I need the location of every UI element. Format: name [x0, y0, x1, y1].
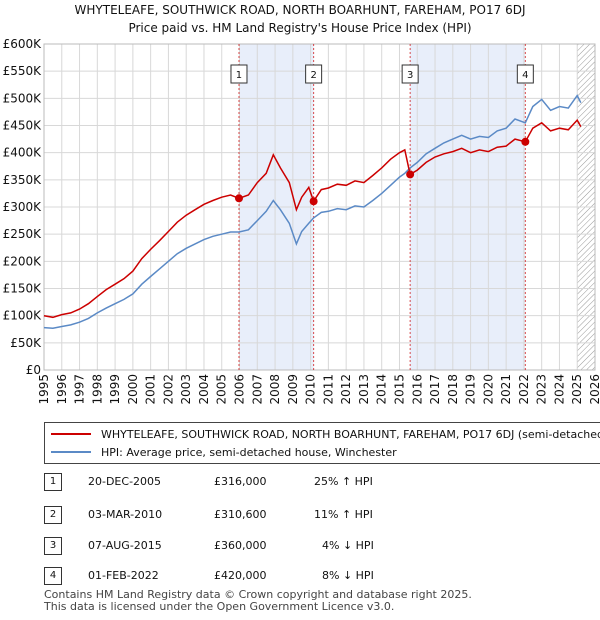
x-tick-label: 1999	[108, 374, 122, 405]
sale-marker-box	[516, 64, 534, 84]
sale-marker-box	[401, 64, 419, 84]
x-tick-label: 2017	[428, 374, 442, 405]
x-tick-label: 2018	[446, 374, 460, 405]
footer-copyright: Contains HM Land Registry data © Crown c…	[44, 588, 472, 601]
sale-point	[309, 197, 318, 206]
y-tick-label: £250K	[3, 227, 43, 241]
footer: Contains HM Land Registry data © Crown c…	[44, 589, 472, 613]
x-tick-label: 2011	[321, 374, 335, 405]
sale-hpi-diff: 4% ↓ HPI	[322, 539, 374, 552]
x-tick-label: 2016	[410, 374, 424, 405]
legend-label-hpi: HPI: Average price, semi-detached house,…	[101, 445, 397, 459]
price-chart: £0 £50K £100K £150K £200K £250K £300K £350K £400…	[3, 37, 600, 405]
legend-item-hpi: HPI: Average price, semi-detached house,…	[51, 443, 397, 461]
x-tick-label: 2000	[126, 374, 140, 405]
sale-price: £360,000	[214, 539, 267, 552]
table-row: 3 07-AUG-2015 £360,000 4% ↓ HPI	[44, 537, 600, 557]
chart-subtitle: Price paid vs. HM Land Registry's House …	[128, 21, 472, 35]
y-tick-label: £400K	[3, 146, 43, 160]
x-tick-label: 2012	[339, 374, 353, 405]
sale-number-badge: 2	[44, 506, 62, 524]
sale-price: £316,000	[214, 475, 267, 488]
x-tick-label: 2019	[464, 374, 478, 405]
chart-title: WHYTELEAFE, SOUTHWICK ROAD, NORTH BOARHU…	[74, 3, 526, 17]
x-tick-label: 2004	[197, 374, 211, 405]
footer-licence: This data is licensed under the Open Gov…	[44, 600, 395, 613]
legend-label-property: WHYTELEAFE, SOUTHWICK ROAD, NORTH BOARHU…	[101, 427, 600, 441]
y-tick-label: £600K	[3, 37, 43, 51]
y-tick-label: £50K	[10, 336, 42, 350]
y-tick-label: £100K	[3, 309, 43, 323]
sale-date: 07-AUG-2015	[88, 539, 162, 552]
sale-marker-box	[230, 64, 248, 84]
x-tick-label: 2002	[161, 374, 175, 405]
sale-marker-label: 3	[407, 70, 413, 81]
x-tick-label: 1998	[90, 374, 104, 405]
y-tick-label: £300K	[3, 200, 43, 214]
sale-hpi-diff: 8% ↓ HPI	[322, 569, 374, 582]
sale-date: 20-DEC-2005	[88, 475, 162, 488]
sale-point	[406, 170, 415, 179]
table-row: 1 20-DEC-2005 £316,000 25% ↑ HPI	[44, 473, 600, 493]
x-tick-label: 2007	[250, 374, 264, 405]
plot-border	[43, 43, 596, 371]
sale-point	[521, 137, 530, 146]
y-tick-label: £350K	[3, 173, 43, 187]
sale-marker-label: 4	[522, 70, 528, 81]
x-tick-label: 2013	[357, 374, 371, 405]
x-tick-label: 2006	[233, 374, 247, 405]
sale-number-badge: 3	[44, 537, 62, 555]
sale-price: £310,600	[214, 508, 267, 521]
x-tick-label: 2021	[499, 374, 513, 405]
y-tick-label: £500K	[3, 91, 43, 105]
x-tick-label: 2003	[179, 374, 193, 405]
x-tick-label: 2015	[392, 374, 406, 405]
y-tick-label: £450K	[3, 119, 43, 133]
x-tick-label: 2024	[552, 374, 566, 405]
y-tick-label: £550K	[3, 64, 43, 78]
hpi-line	[43, 94, 582, 329]
x-tick-label: 2014	[375, 374, 389, 405]
sale-date: 03-MAR-2010	[88, 508, 163, 521]
sale-marker-label: 1	[236, 70, 242, 81]
table-row: 2 03-MAR-2010 £310,600 11% ↑ HPI	[44, 506, 600, 526]
x-tick-label: 2009	[286, 374, 300, 405]
x-tick-label: 1995	[37, 374, 51, 405]
sale-price: £420,000	[214, 569, 267, 582]
y-tick-label: £200K	[3, 254, 43, 268]
x-tick-label: 2005	[215, 374, 229, 405]
sale-number-badge: 1	[44, 473, 62, 491]
x-tick-label: 1996	[55, 374, 69, 405]
y-tick-label: £0	[26, 363, 41, 377]
legend: WHYTELEAFE, SOUTHWICK ROAD, NORTH BOARHU…	[44, 422, 600, 464]
x-tick-label: 2022	[517, 374, 531, 405]
sale-point	[234, 194, 243, 203]
y-tick-label: £150K	[3, 282, 43, 296]
legend-swatch-hpi	[51, 451, 91, 453]
sale-marker-label: 2	[310, 70, 316, 81]
sale-hpi-diff: 25% ↑ HPI	[314, 475, 373, 488]
sale-number-badge: 4	[44, 567, 62, 585]
x-tick-label: 2023	[535, 374, 549, 405]
sale-marker-box	[305, 64, 323, 84]
x-tick-label: 2008	[268, 374, 282, 405]
x-tick-label: 2026	[588, 374, 600, 405]
x-tick-label: 2025	[570, 374, 584, 405]
table-row: 4 01-FEB-2022 £420,000 8% ↓ HPI	[44, 567, 600, 587]
sale-date: 01-FEB-2022	[88, 569, 159, 582]
legend-item-property: WHYTELEAFE, SOUTHWICK ROAD, NORTH BOARHU…	[51, 425, 600, 443]
legend-swatch-property	[51, 433, 91, 435]
x-tick-label: 2020	[481, 374, 495, 405]
x-tick-label: 1997	[73, 374, 87, 405]
x-tick-label: 2001	[144, 374, 158, 405]
sale-hpi-diff: 11% ↑ HPI	[314, 508, 373, 521]
x-tick-label: 2010	[304, 374, 318, 405]
